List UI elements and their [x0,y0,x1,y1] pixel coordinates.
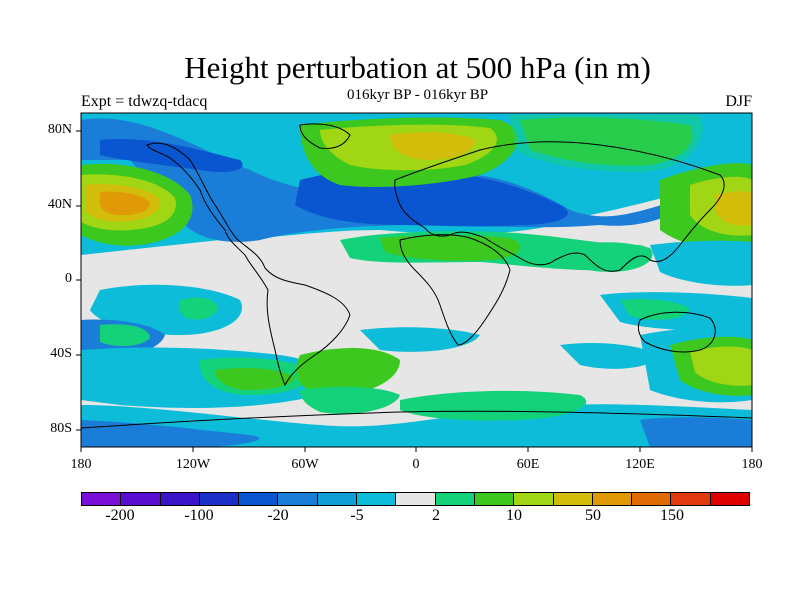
contour-fill [390,132,475,160]
contour-fill [300,386,400,415]
colorbar-swatch [435,493,475,505]
lon-tick-label: 60E [516,457,540,472]
contour-fill [81,420,260,447]
colorbar-swatch [592,493,633,505]
lon-tick-label: 120W [175,457,211,472]
contour-fill [510,115,703,172]
colorbar-label: -20 [267,507,289,524]
colorbar-swatch [632,493,672,505]
contour-fill [360,428,560,447]
experiment-label: Expt = tdwzq-tdacq [81,93,208,110]
contour-fill [99,191,150,216]
lat-tick-label: 0 [65,271,72,286]
colorbar-swatch [553,493,593,505]
lon-tick-label: 180 [70,457,92,472]
colorbar-swatch [710,493,750,505]
lat-tick-label: 80N [47,122,72,137]
contour-fill [100,324,150,347]
colorbar-swatch [121,493,161,505]
lat-tick-label: 80S [50,421,72,436]
colorbar-swatch [199,493,240,505]
contour-fill [560,343,660,369]
contour-fill [215,368,295,390]
colorbar-swatch [396,493,436,505]
contour-fill [296,348,400,395]
coastlines [81,123,752,429]
colorbar-label: -5 [350,507,364,524]
colorbar-swatch [474,493,515,505]
contour-fill [560,242,653,272]
lon-tick-label: 120E [625,457,655,472]
lon-tick-label: 60W [291,457,319,472]
lon-tick-label: 0 [412,457,420,472]
colorbar-label: 10 [506,507,522,524]
colorbar-swatch [514,493,554,505]
contour-fill [100,139,243,172]
colorbar-swatch [317,493,358,505]
contour-fill [178,297,218,320]
colorbar-swatch [160,493,200,505]
lat-tick-label: 40S [50,346,72,361]
map-subtitle: 016kyr BP - 016kyr BP [346,87,489,103]
contour-fill [715,191,752,226]
contour-fill [380,235,521,261]
colorbar-label: 2 [432,507,440,524]
colorbar-swatch [278,493,318,505]
lon-tick-label: 180 [741,457,763,472]
colorbar-label: -100 [184,507,214,524]
colorbar-label: 50 [585,507,601,524]
contour-fill [690,346,752,386]
map-title: Height perturbation at 500 hPa (in m) [184,50,651,85]
contour-fill [620,299,690,320]
contour-fill [640,417,752,447]
colorbar-swatch [239,493,279,505]
colorbar-label: 150 [660,507,684,524]
contour-fill [400,390,587,421]
season-label: DJF [725,93,752,110]
lat-tick-label: 40N [47,197,72,212]
contour-fill [650,240,752,286]
colorbar-label: -200 [105,507,135,524]
colorbar [81,492,750,506]
contour-fill [360,327,480,352]
colorbar-swatch [82,493,122,505]
colorbar-swatch [671,493,711,505]
colorbar-swatch [357,493,397,505]
